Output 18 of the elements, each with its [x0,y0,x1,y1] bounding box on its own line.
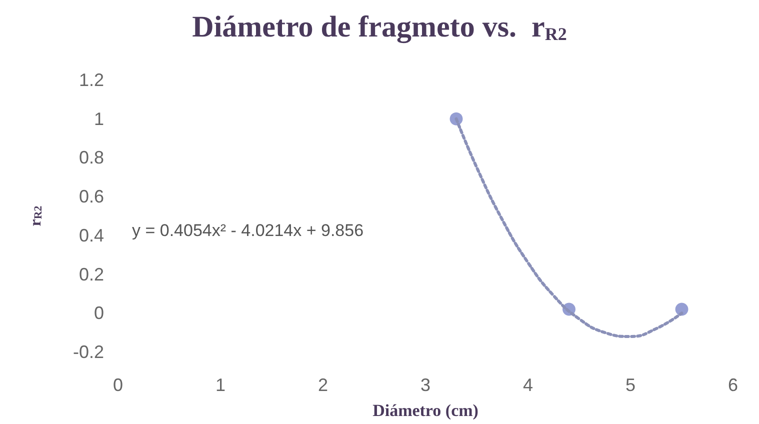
x-tick-label: 6 [728,375,738,395]
x-tick-label: 2 [318,375,328,395]
x-tick-label: 3 [420,375,431,395]
y-tick-label: 0.2 [78,264,104,284]
y-tick-label: -0.2 [72,342,104,362]
x-tick-label: 5 [625,375,636,395]
y-tick-label: 0.8 [78,148,104,168]
y-tick-label: 0 [94,303,104,324]
y-axis-title: rR2 [28,205,44,226]
annotation: y = 0.4054x² - 4.0214x + 9.856 [132,221,364,240]
x-tick-label: 1 [215,375,226,395]
x-tick-label: 4 [522,375,534,395]
y-tick-label: 1 [94,108,104,129]
y-tick-label: 1.2 [78,70,104,90]
y-tick-label: 0.6 [78,186,104,207]
y-tick-label: 0.4 [78,225,104,246]
x-tick-label: 0 [112,375,124,395]
x-axis-title: Diámetro (cm) [372,401,478,420]
